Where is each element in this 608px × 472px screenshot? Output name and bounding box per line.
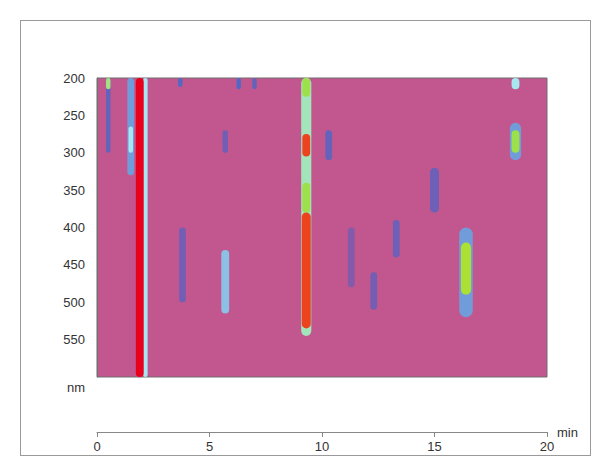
svg-text:450: 450 (63, 257, 85, 272)
svg-text:300: 300 (63, 145, 85, 160)
svg-text:10: 10 (315, 439, 329, 454)
svg-text:20: 20 (540, 439, 554, 454)
svg-text:400: 400 (63, 220, 85, 235)
svg-text:min: min (557, 425, 578, 440)
svg-text:nm: nm (67, 380, 85, 395)
svg-text:200: 200 (63, 71, 85, 86)
svg-text:15: 15 (427, 439, 441, 454)
svg-text:0: 0 (93, 439, 100, 454)
svg-text:5: 5 (206, 439, 213, 454)
svg-text:350: 350 (63, 183, 85, 198)
svg-text:250: 250 (63, 108, 85, 123)
svg-text:500: 500 (63, 295, 85, 310)
svg-text:550: 550 (63, 332, 85, 347)
